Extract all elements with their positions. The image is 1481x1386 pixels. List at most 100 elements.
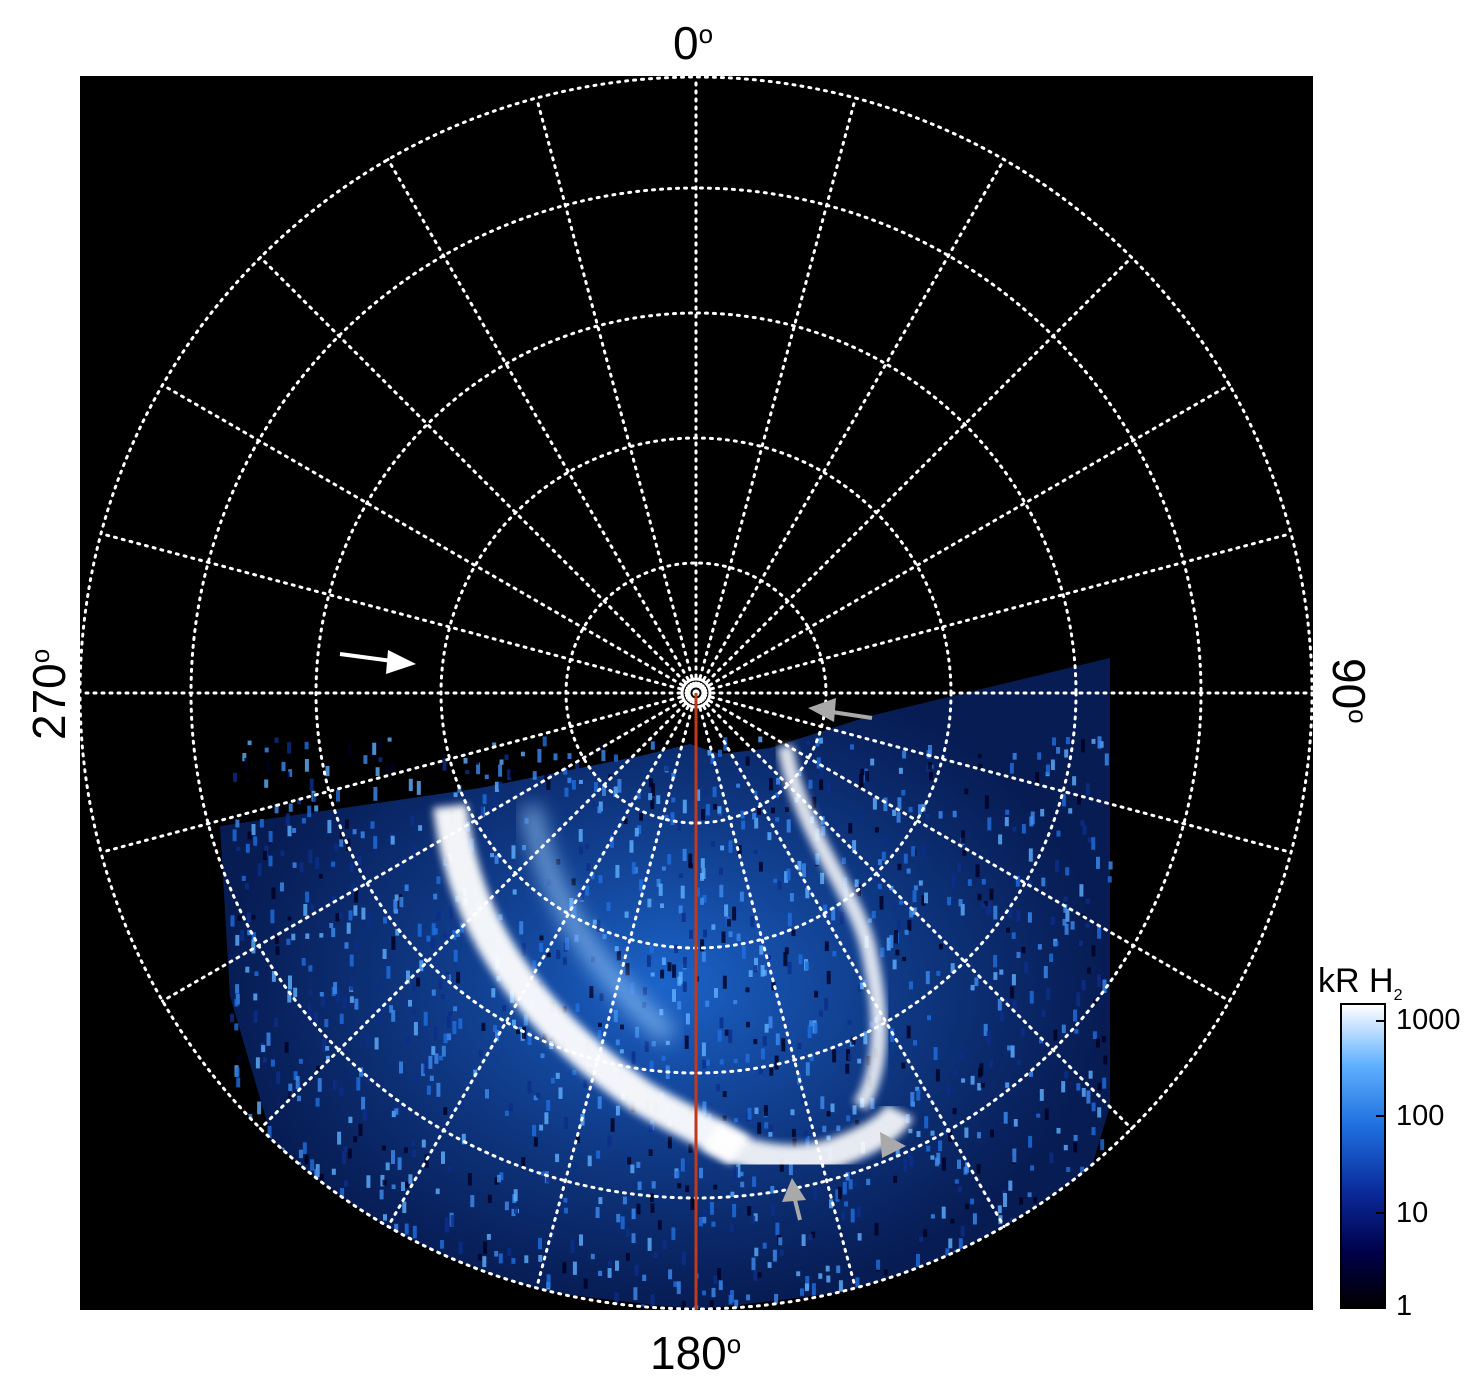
emission-speckle (836, 1265, 841, 1274)
emission-speckle (711, 840, 715, 847)
emission-speckle (304, 1154, 309, 1165)
emission-speckle (504, 1201, 509, 1211)
emission-speckle (656, 878, 661, 887)
emission-speckle (848, 1053, 853, 1060)
emission-speckle (512, 889, 517, 895)
emission-speckle (536, 1092, 541, 1098)
emission-speckle (1096, 1038, 1100, 1048)
emission-speckle (400, 1304, 405, 1309)
emission-speckle (754, 1247, 759, 1257)
emission-speckle (437, 1284, 442, 1298)
emission-speckle (737, 761, 742, 774)
emission-speckle (274, 803, 279, 814)
emission-speckle (981, 879, 986, 885)
emission-speckle (1015, 875, 1020, 887)
emission-speckle (783, 952, 788, 967)
emission-speckle (685, 1013, 690, 1025)
emission-speckle (701, 809, 705, 821)
emission-speckle (803, 1131, 808, 1139)
emission-speckle (507, 1248, 512, 1256)
emission-speckle (682, 799, 687, 814)
emission-speckle (857, 1058, 862, 1064)
emission-speckle (1091, 1102, 1096, 1112)
emission-speckle (244, 757, 249, 771)
emission-speckle (999, 1011, 1004, 1022)
emission-speckle (465, 770, 470, 775)
emission-speckle (1012, 753, 1017, 760)
emission-speckle (1008, 907, 1013, 918)
emission-speckle (441, 1276, 446, 1284)
emission-speckle (546, 1274, 551, 1288)
emission-speckle (590, 873, 595, 880)
emission-speckle (717, 1268, 722, 1280)
emission-speckle (378, 757, 383, 763)
emission-speckle (607, 1268, 612, 1278)
emission-speckle (676, 1281, 681, 1295)
emission-speckle (1067, 1228, 1072, 1241)
emission-speckle (287, 742, 292, 754)
emission-speckle (999, 969, 1004, 975)
emission-speckle (421, 1063, 426, 1077)
emission-speckle (977, 893, 982, 901)
emission-speckle (682, 981, 687, 992)
emission-speckle (270, 909, 275, 924)
emission-speckle (493, 794, 498, 806)
emission-speckle (907, 919, 912, 931)
emission-speckle (532, 960, 537, 970)
emission-speckle (781, 1038, 786, 1052)
emission-speckle (1021, 824, 1026, 834)
emission-speckle (442, 758, 447, 771)
emission-speckle (236, 1168, 241, 1182)
emission-speckle (356, 1251, 361, 1258)
emission-speckle (671, 1227, 676, 1240)
emission-speckle (779, 785, 784, 794)
emission-speckle (511, 1258, 516, 1264)
emission-speckle (728, 1294, 733, 1305)
emission-speckle (235, 984, 240, 994)
emission-speckle (728, 840, 733, 853)
emission-speckle (753, 1038, 758, 1045)
emission-speckle (930, 1214, 935, 1219)
emission-speckle (796, 1305, 801, 1309)
emission-speckle (267, 1175, 272, 1188)
emission-speckle (825, 1265, 830, 1272)
emission-speckle (822, 1125, 827, 1133)
emission-speckle (634, 827, 639, 837)
emission-speckle (979, 1063, 984, 1076)
emission-speckle (722, 1115, 727, 1121)
emission-speckle (316, 1065, 320, 1072)
emission-speckle (841, 1211, 846, 1221)
emission-speckle (633, 1287, 638, 1301)
emission-speckle (556, 949, 561, 960)
emission-speckle (516, 1029, 520, 1035)
emission-speckle (798, 954, 803, 965)
emission-speckle (818, 1010, 823, 1017)
emission-speckle (599, 993, 604, 1002)
emission-speckle (339, 1261, 344, 1273)
emission-speckle (396, 1105, 401, 1113)
emission-speckle (335, 913, 340, 922)
emission-speckle (337, 1257, 342, 1264)
emission-speckle (522, 1026, 526, 1039)
emission-speckle (1070, 921, 1075, 930)
emission-speckle (247, 929, 252, 936)
emission-speckle (770, 1203, 775, 1217)
emission-speckle (364, 1229, 369, 1238)
inner-emission-streak (521, 804, 676, 1043)
emission-speckle (529, 795, 534, 807)
emission-speckle (377, 1003, 382, 1012)
emission-speckle (978, 763, 983, 770)
emission-speckle (650, 1203, 655, 1213)
emission-speckle (1073, 1009, 1077, 1022)
emission-speckle (1095, 1284, 1100, 1298)
emission-speckle (883, 797, 888, 812)
emission-speckle (1016, 951, 1021, 958)
emission-speckle (1097, 1107, 1102, 1118)
emission-speckle (585, 843, 589, 850)
emission-speckle (732, 1203, 737, 1218)
emission-speckle (913, 1040, 917, 1046)
emission-speckle (698, 1217, 703, 1227)
emission-speckle (579, 1234, 583, 1246)
emission-speckle (702, 1209, 707, 1222)
emission-speckle (608, 1260, 612, 1267)
